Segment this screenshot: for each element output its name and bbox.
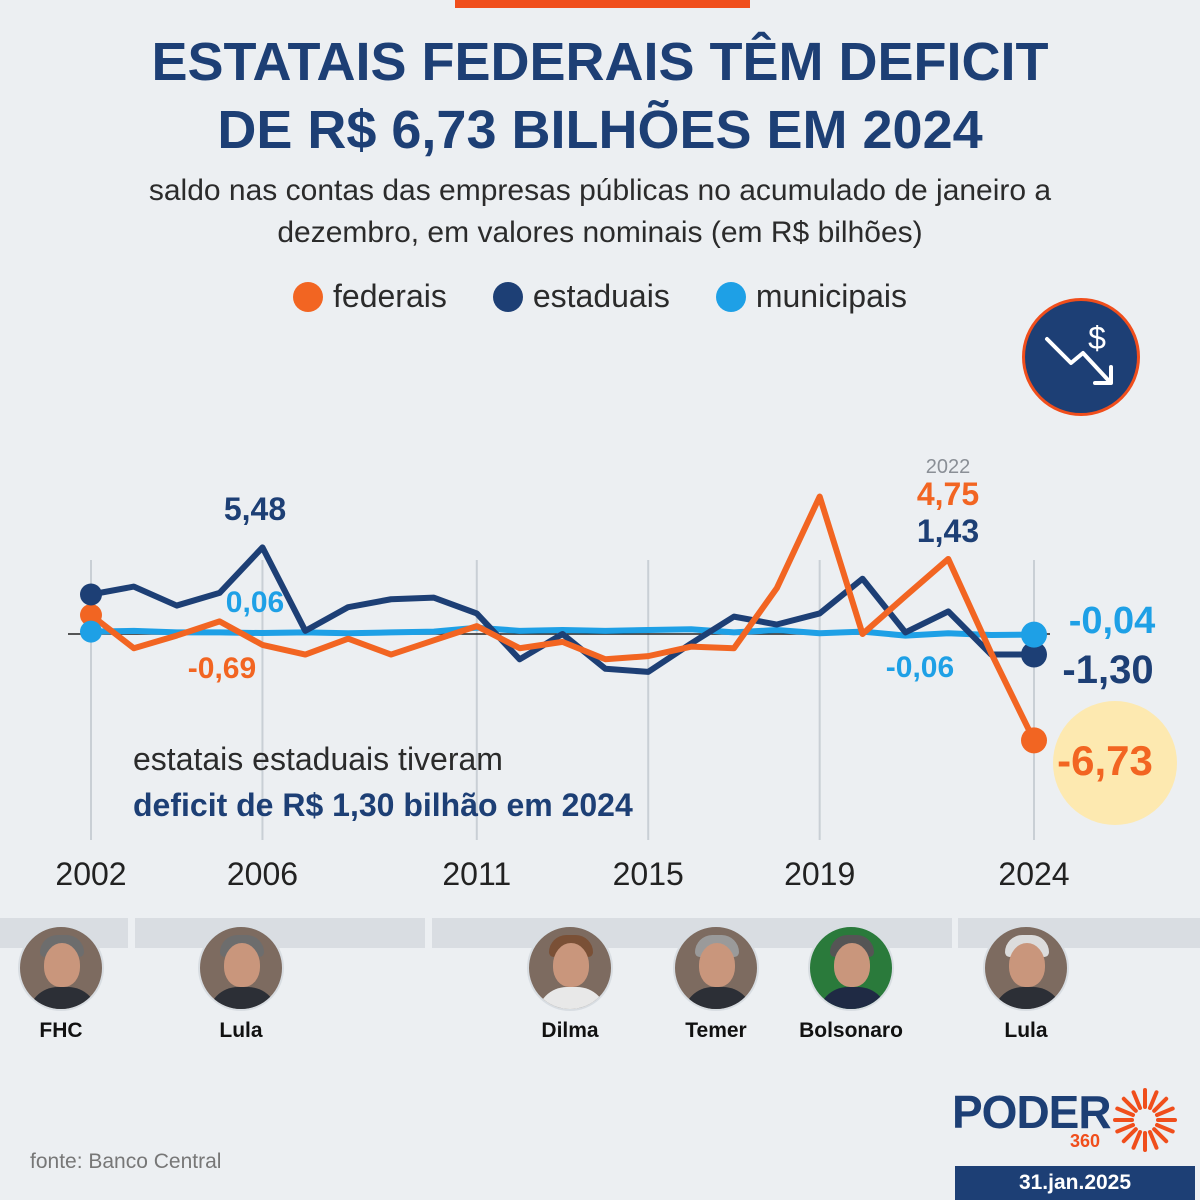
top-accent-bar: [455, 0, 750, 8]
president-photo-fhc: [18, 925, 104, 1011]
term-band-lula-1: [135, 918, 425, 948]
chart-legend: federais estaduais municipais: [0, 278, 1200, 315]
title-line-2: DE R$ 6,73 BILHÕES EM 2024: [217, 100, 983, 160]
president-name-lula-1: Lula: [219, 1019, 263, 1042]
point-municipais-2002: [80, 620, 102, 643]
x-tick-label-2024: 2024: [998, 856, 1069, 892]
legend-dot-federais: [293, 281, 323, 312]
legend-item-federais: federais: [293, 278, 447, 315]
x-tick-label-2019: 2019: [784, 856, 855, 892]
president-photo-bolsonaro: [808, 925, 894, 1011]
annotation-0: 5,48: [224, 491, 286, 527]
president-dilma: Dilma: [500, 925, 640, 1043]
x-tick-label-2006: 2006: [227, 856, 298, 892]
president-name-lula-2: Lula: [1004, 1019, 1048, 1042]
president-name-temer: Temer: [685, 1019, 747, 1042]
annotation-9: -6,73: [1057, 737, 1153, 784]
president-name-dilma: Dilma: [541, 1019, 599, 1042]
legend-label-municipais: municipais: [755, 278, 907, 314]
x-tick-label-2002: 2002: [55, 856, 126, 892]
subtitle-line-2: dezembro, em valores nominais (em R$ bil…: [277, 216, 923, 249]
president-photo-lula-1: [198, 925, 284, 1011]
annotation-1: 0,06: [226, 586, 284, 619]
annotation-5: 1,43: [917, 513, 979, 549]
logo-subtext: 360: [1070, 1131, 1101, 1151]
annotation-4: 4,75: [917, 476, 979, 512]
series-line-municipais: [88, 624, 1037, 639]
highlight-glow: [1053, 701, 1177, 825]
president-temer: Temer: [646, 925, 786, 1043]
legend-item-estaduais: estaduais: [492, 278, 670, 315]
page-title: ESTATAIS FEDERAIS TÊM DEFICIT DE R$ 6,73…: [0, 28, 1200, 164]
annotation-8: -1,30: [1062, 648, 1153, 692]
annotation-7: -0,04: [1069, 600, 1156, 642]
president-bolsonaro: Bolsonaro: [781, 925, 921, 1043]
date-badge: 31.jan.2025: [955, 1166, 1195, 1200]
legend-dot-municipais: [715, 281, 746, 312]
president-name-fhc: FHC: [39, 1019, 83, 1042]
sun-rays-icon: [1113, 1088, 1177, 1152]
series-line-federais: [88, 493, 1037, 744]
line-chart: 2002 2006 2011 2015 2019 2024 5,48 0,06 -0,69 202…: [55, 456, 1177, 892]
svg-text:$: $: [1088, 320, 1106, 356]
subtitle-line-1: saldo nas contas das empresas públicas n…: [148, 174, 1052, 207]
president-photo-dilma: [527, 925, 613, 1011]
point-federais-2002: [80, 604, 102, 627]
page-subtitle: saldo nas contas das empresas públicas n…: [40, 170, 1160, 254]
point-federais-2024: [1021, 727, 1047, 754]
annotation-6: -0,06: [886, 651, 954, 684]
point-estaduais-2024: [1021, 641, 1047, 668]
chart-note-line-2: deficit de R$ 1,30 bilhão em 2024: [133, 787, 633, 823]
president-photo-lula-2: [983, 925, 1069, 1011]
legend-dot-estaduais: [492, 281, 523, 312]
point-estaduais-2002: [80, 583, 102, 606]
title-line-1: ESTATAIS FEDERAIS TÊM DEFICIT: [151, 32, 1049, 92]
president-lula-1: Lula: [171, 925, 311, 1043]
source-note: fonte: Banco Central: [30, 1150, 222, 1173]
x-tick-label-2011: 2011: [442, 856, 511, 892]
legend-label-estaduais: estaduais: [532, 278, 670, 314]
legend-item-municipais: municipais: [715, 278, 907, 315]
point-municipais-2024: [1021, 621, 1047, 648]
president-lula-2: Lula: [956, 925, 1096, 1043]
poder360-logo: PODER 360: [952, 1085, 1182, 1155]
legend-label-federais: federais: [333, 278, 447, 314]
annotation-3: 2022: [926, 456, 971, 478]
president-photo-temer: [673, 925, 759, 1011]
chart-note-line-1: estatais estaduais tiveram: [133, 741, 503, 777]
president-fhc: FHC: [0, 925, 131, 1043]
x-tick-label-2015: 2015: [613, 856, 684, 892]
annotation-2: -0,69: [188, 652, 256, 685]
series-line-estaduais: [88, 544, 1037, 675]
dollar-down-trend-icon: $: [1022, 298, 1140, 416]
logo-text: PODER: [952, 1086, 1112, 1138]
president-name-bolsonaro: Bolsonaro: [799, 1019, 903, 1042]
